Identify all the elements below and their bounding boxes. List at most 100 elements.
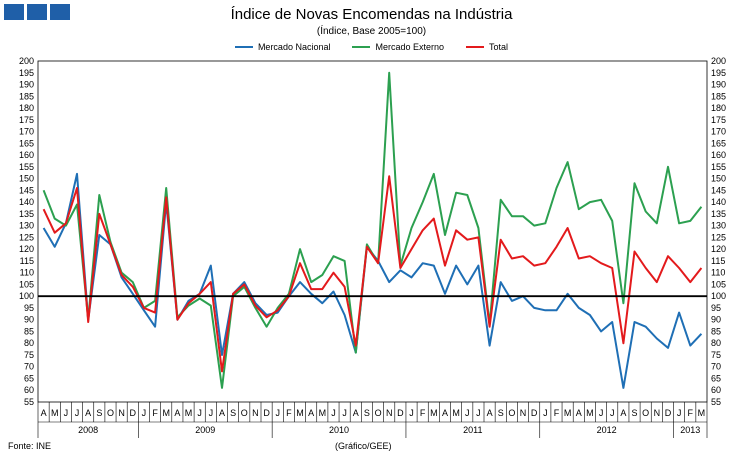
y-tick-label-right: 155	[711, 162, 726, 172]
y-tick-label-right: 175	[711, 115, 726, 125]
legend-item-nacional: Mercado Nacional	[234, 42, 331, 52]
y-tick-label-left: 65	[24, 373, 34, 383]
month-label: A	[41, 408, 47, 418]
month-label: M	[51, 408, 59, 418]
year-label: 2013	[680, 425, 700, 435]
year-label: 2011	[463, 425, 482, 435]
y-tick-label-left: 145	[19, 185, 34, 195]
month-label: F	[286, 408, 292, 418]
y-tick-label-right: 130	[711, 221, 726, 231]
y-tick-label-right: 80	[711, 338, 721, 348]
y-tick-label-left: 105	[19, 279, 34, 289]
month-label: M	[430, 408, 438, 418]
y-tick-label-right: 115	[711, 256, 725, 266]
month-label: M	[564, 408, 572, 418]
chart-legend: Mercado Nacional Mercado Externo Total	[0, 42, 743, 52]
legend-label: Mercado Externo	[375, 42, 445, 52]
month-label: D	[665, 408, 672, 418]
y-tick-label-right: 150	[711, 174, 726, 184]
brand-logo	[4, 4, 70, 20]
month-label: J	[331, 408, 336, 418]
y-tick-label-right: 95	[711, 303, 721, 313]
month-label: F	[152, 408, 158, 418]
legend-swatch	[352, 46, 371, 48]
y-tick-label-left: 160	[19, 150, 34, 160]
month-label: J	[75, 408, 80, 418]
y-tick-label-right: 160	[711, 150, 726, 160]
y-tick-label-right: 180	[711, 103, 726, 113]
series-line-total	[42, 175, 703, 373]
month-label: S	[498, 408, 504, 418]
y-tick-label-left: 55	[24, 397, 34, 407]
y-tick-label-left: 140	[19, 197, 34, 207]
month-label: A	[576, 408, 582, 418]
y-tick-label-right: 55	[711, 397, 721, 407]
month-label: M	[698, 408, 706, 418]
year-label: 2008	[78, 425, 98, 435]
y-tick-label-left: 70	[24, 362, 34, 372]
month-label: A	[219, 408, 225, 418]
y-tick-label-right: 120	[711, 244, 726, 254]
y-tick-label-left: 125	[19, 232, 34, 242]
graph-credit: (Gráfico/GEE)	[335, 441, 392, 451]
month-label: O	[107, 408, 114, 418]
month-label: J	[197, 408, 202, 418]
month-label: A	[308, 408, 314, 418]
y-tick-label-left: 100	[19, 291, 34, 301]
month-label: S	[632, 408, 638, 418]
y-tick-label-left: 90	[24, 315, 34, 325]
month-label: O	[241, 408, 248, 418]
y-tick-label-left: 60	[24, 385, 34, 395]
month-label: D	[397, 408, 404, 418]
y-tick-label-left: 180	[19, 103, 34, 113]
month-label: M	[319, 408, 327, 418]
y-tick-label-right: 185	[711, 91, 726, 101]
month-label: N	[386, 408, 393, 418]
month-label: O	[375, 408, 382, 418]
y-tick-label-left: 165	[19, 138, 34, 148]
y-tick-label-right: 75	[711, 350, 721, 360]
y-tick-label-right: 170	[711, 127, 726, 137]
month-label: J	[465, 408, 470, 418]
y-tick-label-right: 190	[711, 80, 726, 90]
y-tick-label-left: 175	[19, 115, 34, 125]
y-tick-label-right: 145	[711, 185, 726, 195]
month-label: J	[677, 408, 682, 418]
y-tick-label-right: 135	[711, 209, 726, 219]
y-tick-label-left: 185	[19, 91, 34, 101]
month-label: S	[230, 408, 236, 418]
y-tick-label-left: 115	[20, 256, 34, 266]
month-label: O	[508, 408, 515, 418]
y-tick-label-left: 170	[19, 127, 34, 137]
month-label: S	[364, 408, 370, 418]
month-label: J	[209, 408, 214, 418]
month-label: J	[275, 408, 280, 418]
y-tick-label-left: 155	[19, 162, 34, 172]
month-label: D	[531, 408, 538, 418]
month-label: A	[174, 408, 180, 418]
series-line-mercado-nacional	[42, 172, 703, 389]
month-label: J	[610, 408, 615, 418]
month-label: J	[476, 408, 481, 418]
legend-label: Mercado Nacional	[257, 42, 331, 52]
y-tick-label-right: 195	[711, 68, 726, 78]
y-tick-label-left: 75	[24, 350, 34, 360]
month-label: M	[586, 408, 594, 418]
y-tick-label-right: 200	[711, 56, 726, 66]
year-label: 2009	[195, 425, 215, 435]
month-label: F	[420, 408, 426, 418]
series-line-mercado-externo	[42, 71, 703, 389]
logo-block	[50, 4, 70, 20]
month-label: M	[452, 408, 460, 418]
y-tick-label-right: 60	[711, 385, 721, 395]
y-tick-label-right: 110	[711, 268, 725, 278]
source-note: Fonte: INE	[8, 441, 52, 451]
y-tick-label-right: 85	[711, 326, 721, 336]
y-tick-label-left: 85	[24, 326, 34, 336]
month-label: M	[296, 408, 304, 418]
month-label: N	[118, 408, 125, 418]
month-label: J	[599, 408, 604, 418]
month-label: N	[520, 408, 527, 418]
y-tick-label-right: 65	[711, 373, 721, 383]
